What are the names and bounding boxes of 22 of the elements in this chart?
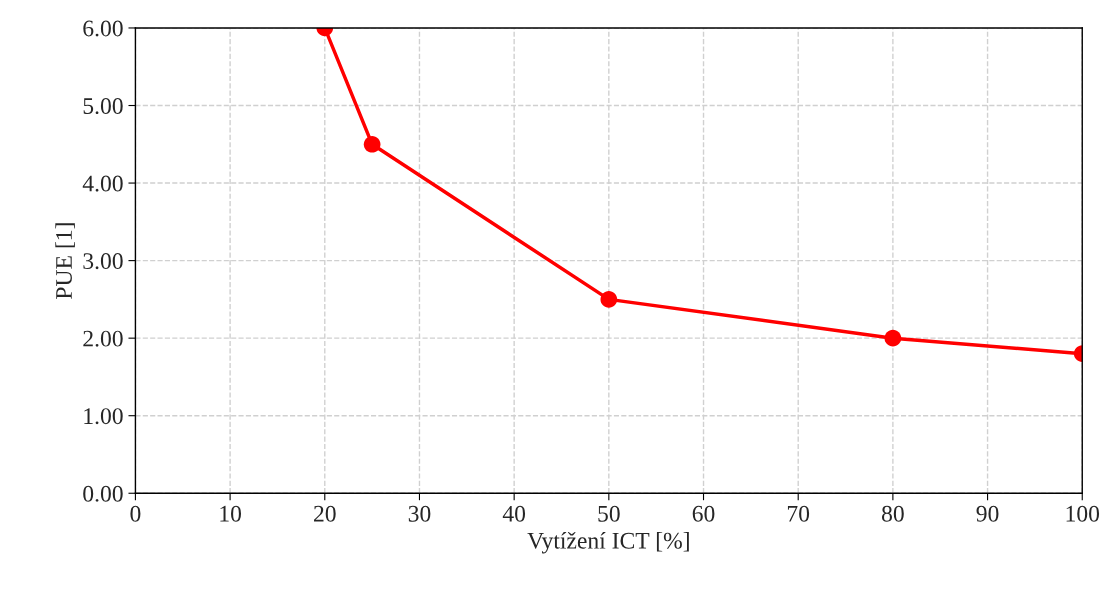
x-tick-label: 80 xyxy=(881,505,904,522)
x-tick-label: 50 xyxy=(598,505,620,522)
y-tick-label: 0.00 xyxy=(83,485,123,502)
x-tick-label: 30 xyxy=(408,505,431,522)
x-tick-label: 90 xyxy=(976,505,999,522)
x-tick-label: 70 xyxy=(787,505,810,522)
y-tick-label: 2.00 xyxy=(83,330,123,347)
y-tick-label: 3.00 xyxy=(83,253,123,270)
x-tick-label: 10 xyxy=(220,505,242,522)
y-tick-label: 4.00 xyxy=(82,175,123,192)
point xyxy=(884,329,902,347)
y-tick-label: 6.00 xyxy=(83,20,123,37)
y-tick-label: 1.00 xyxy=(84,408,123,425)
x-tick-label: 0 xyxy=(130,505,141,522)
y-tick-label: 5.00 xyxy=(83,98,123,115)
point xyxy=(600,291,618,308)
x-tick-label: 100 xyxy=(1066,505,1100,522)
x-tick-label: 60 xyxy=(692,505,715,522)
x-axis-title: Vytížení ICT [%] xyxy=(527,532,689,554)
x-tick-label: 20 xyxy=(314,505,336,522)
y-axis-title: PUE [1] xyxy=(55,223,75,299)
x-tick-label: 40 xyxy=(502,505,526,522)
